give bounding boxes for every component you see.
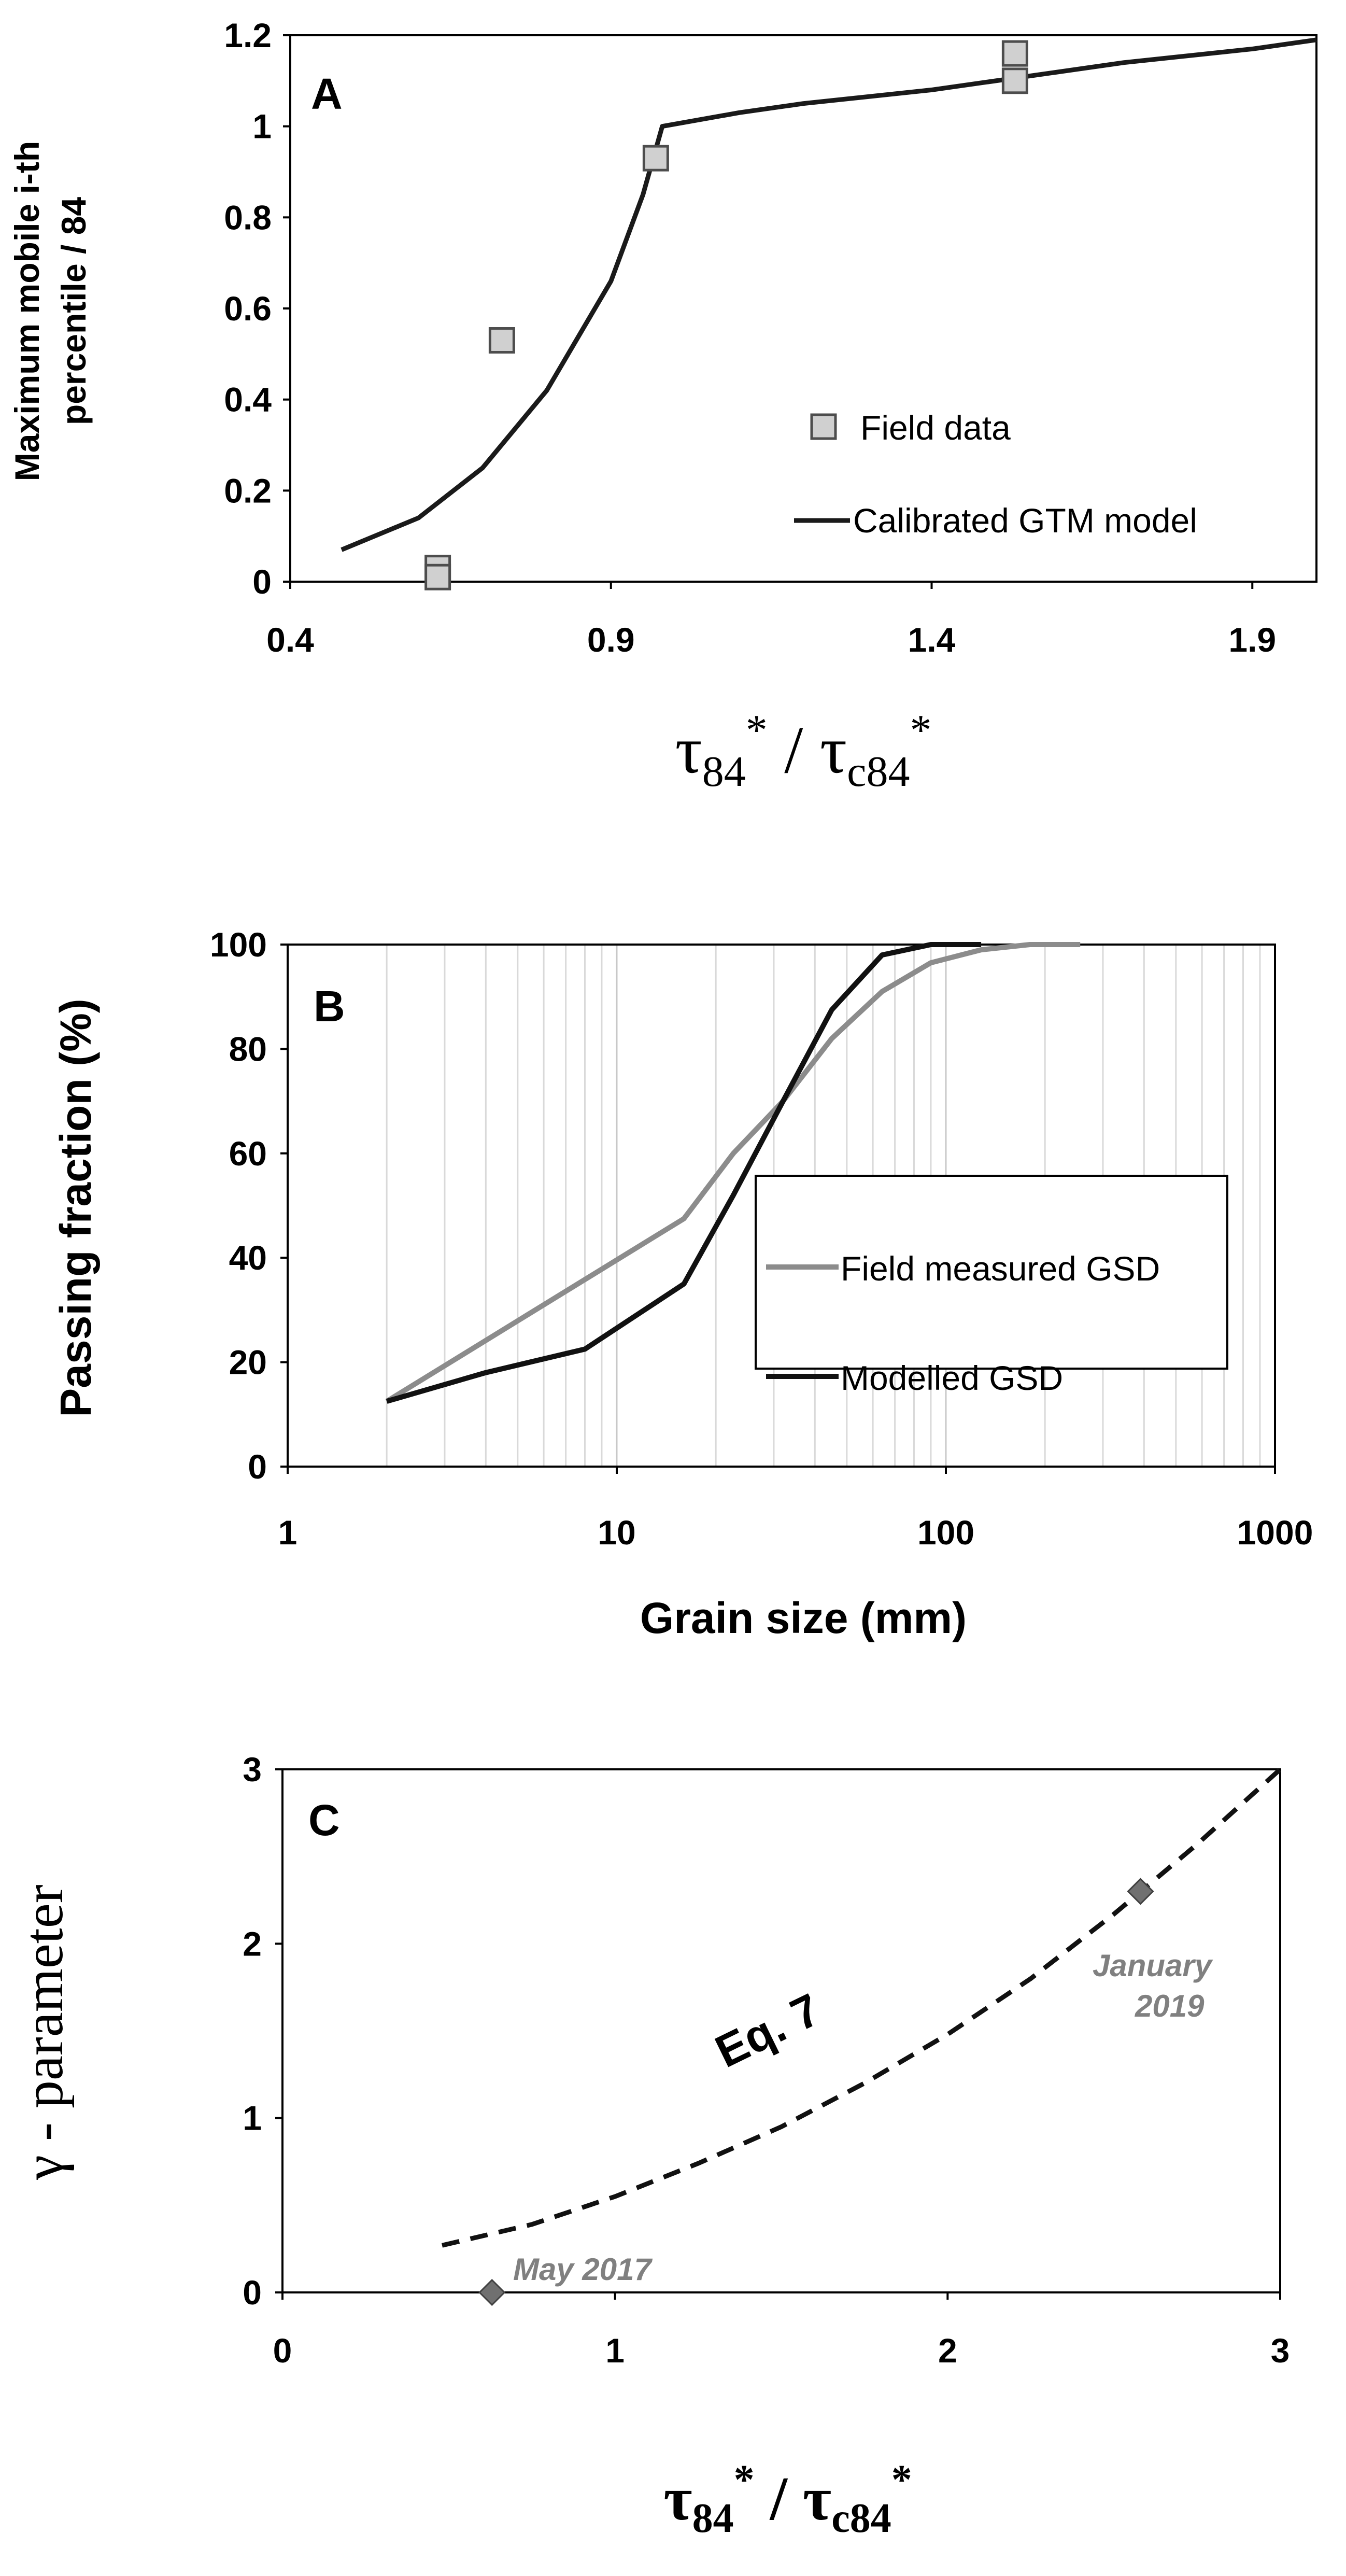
event-diamond-point (1127, 1878, 1154, 1905)
panel-b-legend: Field measured GSD Modelled GSD (755, 1175, 1228, 1397)
panel-a-ticks: 0.4 0.9 1.4 1.9 0 0.2 0.4 0.6 0.8 1 1.2 (224, 16, 1276, 659)
panel-b-marks (385, 942, 1081, 1404)
panel-a-x-axis-title: τ84* / τc84* (675, 706, 932, 796)
panel-b-label: B (314, 982, 345, 1031)
panel-a-label: A (311, 69, 343, 118)
y-tick-label: 20 (229, 1343, 267, 1382)
y-tick-label: 3 (243, 1750, 262, 1789)
legend-box (755, 1175, 1228, 1370)
y-title-line-1: Maximum mobile i-th (8, 141, 46, 481)
y-tick-label: 0.6 (224, 289, 272, 328)
panel-c: 0 1 2 3 0 1 2 3 C Eq. 7 January 2019 May 2017 γ… (13, 1750, 1290, 2541)
y-tick-label: 2 (243, 1924, 262, 1963)
legend-field-gsd-label: Field measured GSD (841, 1249, 1160, 1288)
y-tick-label: 1 (252, 107, 272, 146)
panel-c-label: C (308, 1796, 340, 1845)
panel-b-ticks: 1 10 100 1000 0 20 40 60 80 100 (210, 925, 1313, 1552)
field-data-point (424, 564, 451, 590)
x-tick-label: 100 (917, 1513, 974, 1552)
legend-modelled-gsd-label: Modelled GSD (841, 1359, 1063, 1397)
y-tick-label: 0 (243, 2273, 262, 2312)
panel-b-plot-area (287, 944, 1276, 1468)
panel-a-y-axis-title: Maximum mobile i-th percentile / 84 (8, 141, 93, 481)
x-tick-label: 2 (938, 2331, 957, 2370)
x-tick-label: 0 (273, 2331, 292, 2370)
panel-c-x-axis-title: τ84* / τc84* (663, 2457, 912, 2541)
legend-gtm-label: Calibrated GTM model (853, 501, 1197, 540)
x-tick-label: 1000 (1237, 1513, 1313, 1552)
panel-c-y-axis-title: γ - parameter (13, 1884, 75, 2180)
panel-a: 0.4 0.9 1.4 1.9 0 0.2 0.4 0.6 0.8 1 1.2 A Field da… (8, 16, 1317, 796)
field-data-point (1001, 40, 1028, 67)
y-tick-label: 60 (229, 1134, 267, 1173)
y-title-line-2: percentile / 84 (54, 197, 93, 426)
panel-c-plot-area (281, 1768, 1281, 2293)
panel-a-legend: Field data Calibrated GTM model (794, 409, 1197, 540)
panel-c-marks (441, 1767, 1282, 2306)
panel-b: 1 10 100 1000 0 20 40 60 80 100 B Field measured … (51, 925, 1313, 1642)
y-tick-label: 80 (229, 1030, 267, 1068)
event-diamond-point (478, 2278, 506, 2306)
y-tick-label: 100 (210, 925, 267, 964)
gtm-model-line (341, 37, 1317, 552)
y-tick-label: 0 (248, 1447, 267, 1486)
x-tick-label: 1 (278, 1513, 297, 1552)
legend-field-data-label: Field data (860, 409, 1011, 447)
january-label: January (1093, 1948, 1213, 1983)
modelled-gsd-line (386, 942, 982, 1404)
field-data-point (642, 145, 669, 172)
field-gsd-line (385, 942, 1081, 1404)
panel-c-ticks: 0 1 2 3 0 1 2 3 (243, 1750, 1290, 2370)
legend-field-data-marker (810, 413, 837, 440)
y-tick-label: 1.2 (224, 16, 272, 54)
field-data-point (1001, 67, 1028, 94)
x-tick-label: 1.9 (1228, 621, 1276, 659)
x-tick-label: 1 (605, 2331, 625, 2370)
y-tick-label: 40 (229, 1238, 267, 1277)
year-2019-label: 2019 (1135, 1989, 1205, 2023)
y-tick-label: 0.2 (224, 471, 272, 510)
y-tick-label: 0.4 (224, 381, 272, 419)
y-tick-label: 1 (243, 2099, 262, 2137)
field-data-point (488, 327, 515, 354)
panel-b-y-axis-title: Passing fraction (%) (51, 998, 100, 1417)
x-tick-label: 1.4 (908, 621, 956, 659)
x-tick-label: 3 (1271, 2331, 1290, 2370)
x-tick-label: 10 (598, 1513, 635, 1552)
panel-a-marks (341, 37, 1317, 590)
panel-b-x-axis-title: Grain size (mm) (640, 1594, 967, 1642)
x-tick-label: 0.9 (587, 621, 635, 659)
y-tick-label: 0 (252, 562, 272, 601)
may-2017-label: May 2017 (513, 2252, 653, 2287)
x-tick-label: 0.4 (266, 621, 314, 659)
eq7-label: Eq. 7 (707, 1983, 828, 2077)
y-tick-label: 0.8 (224, 198, 272, 236)
